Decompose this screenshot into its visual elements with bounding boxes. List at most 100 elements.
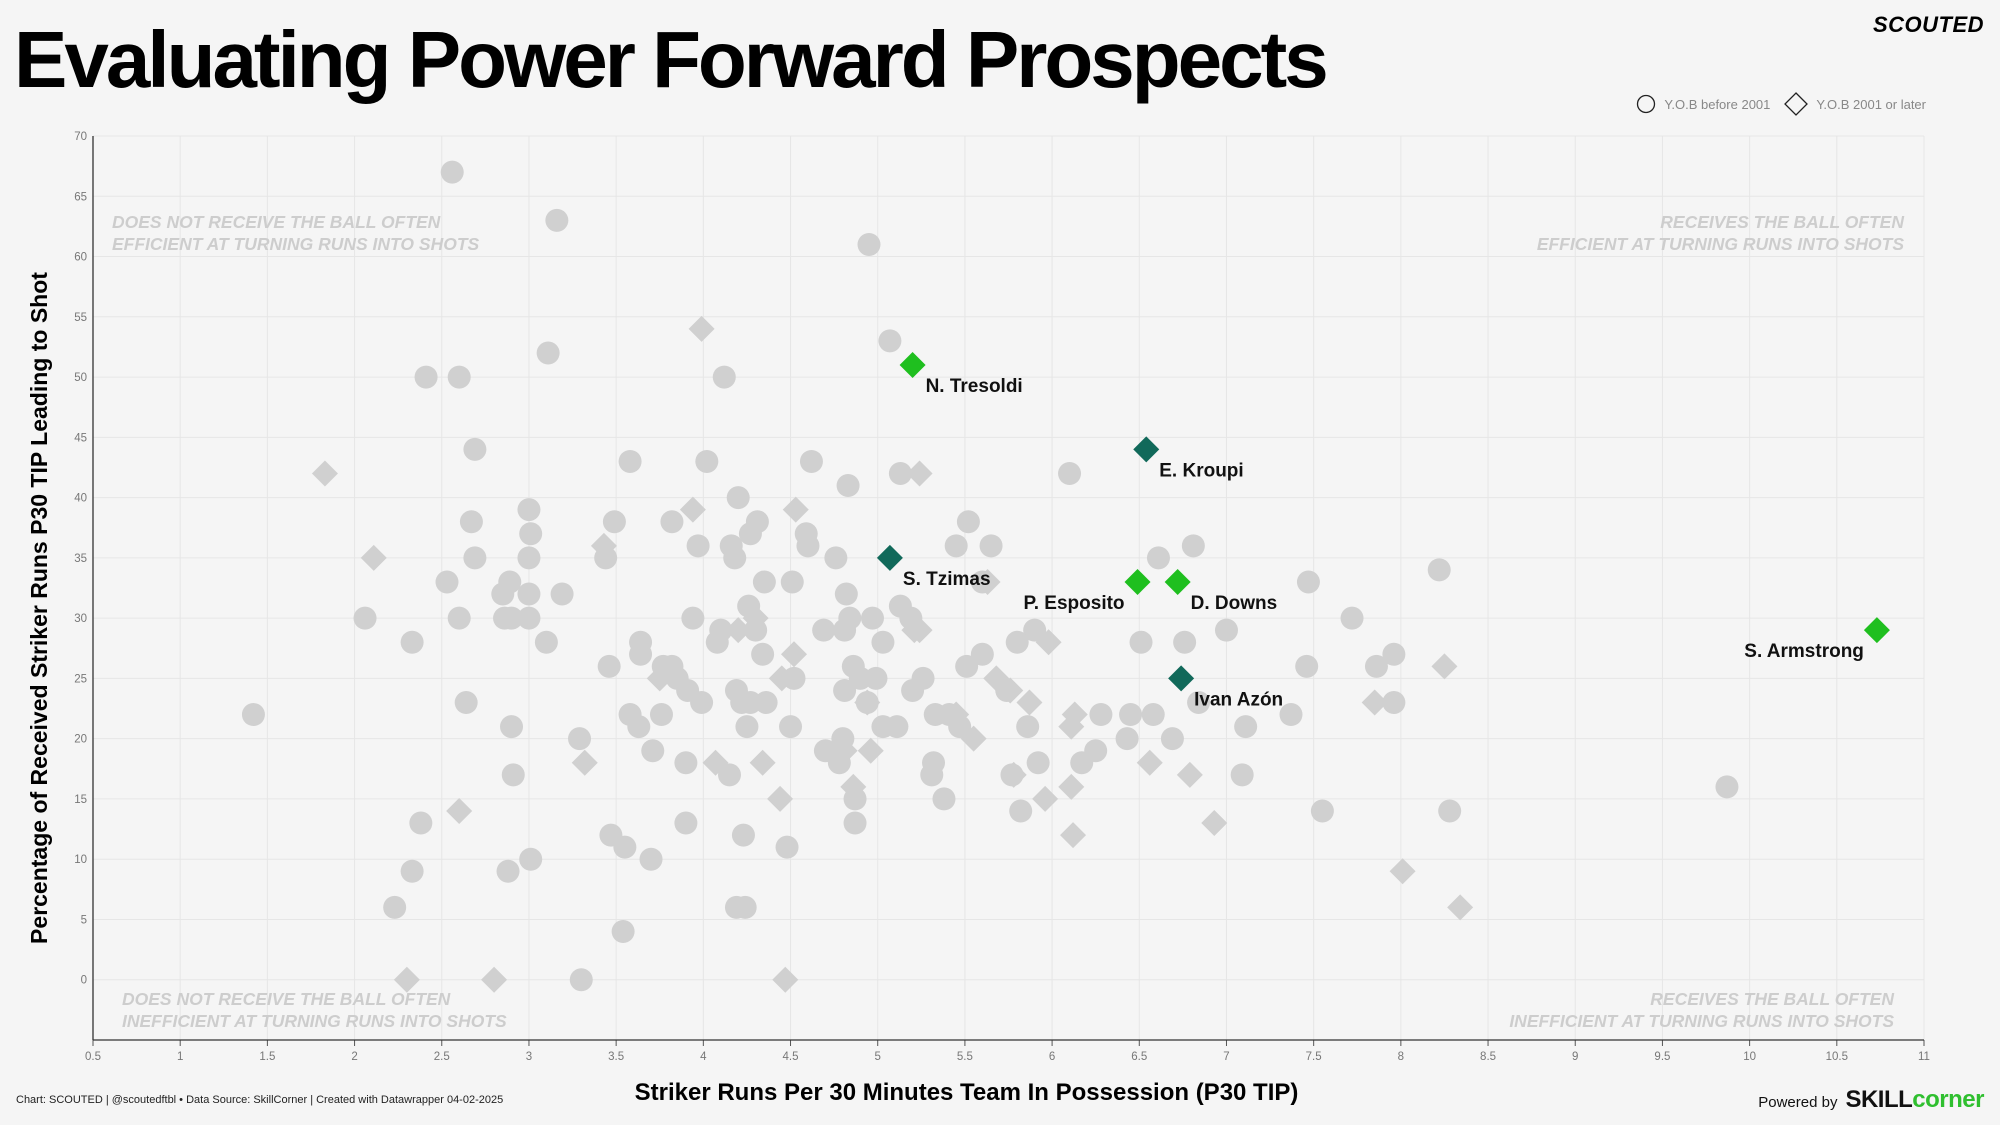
player-point-circle xyxy=(463,437,487,461)
player-point-circle xyxy=(241,703,265,727)
player-point-circle xyxy=(812,618,836,642)
skillcorner-logo-part2: corner xyxy=(1912,1086,1984,1113)
player-point-diamond xyxy=(1058,773,1085,800)
player-point-circle xyxy=(878,329,902,353)
player-point-circle xyxy=(1715,775,1739,799)
y-axis-title: Percentage of Received Striker Runs P30 … xyxy=(26,272,52,944)
quadrant-label-bottom-left: INEFFICIENT AT TURNING RUNS INTO SHOTS xyxy=(122,1011,507,1031)
player-point-diamond xyxy=(590,532,617,559)
player-point-circle xyxy=(627,715,651,739)
x-tick-label: 1.5 xyxy=(259,1051,275,1063)
player-point-diamond xyxy=(679,496,706,523)
player-point-circle xyxy=(1296,570,1320,594)
player-point-circle xyxy=(383,895,407,919)
player-point-circle xyxy=(674,751,698,775)
player-point-diamond xyxy=(1176,761,1203,788)
player-point-diamond xyxy=(1136,749,1163,776)
quadrant-label-bottom-left: DOES NOT RECEIVE THE BALL OFTEN xyxy=(122,989,451,1009)
player-point-circle xyxy=(459,510,483,534)
player-point-circle xyxy=(517,546,541,570)
player-point-circle xyxy=(738,522,762,546)
player-point-circle xyxy=(463,546,487,570)
player-point-circle xyxy=(568,727,592,751)
highlight-label: E. Kroupi xyxy=(1159,460,1243,481)
player-point-circle xyxy=(454,691,478,715)
player-point-circle xyxy=(1340,606,1364,630)
player-point-circle xyxy=(911,666,935,690)
player-point-circle xyxy=(1230,763,1254,787)
player-point-diamond xyxy=(974,568,1001,595)
player-point-circle xyxy=(613,835,637,859)
skillcorner-logo-part1: SKILL xyxy=(1845,1086,1913,1113)
player-point-diamond xyxy=(1431,653,1458,680)
player-point-diamond xyxy=(571,749,598,776)
player-point-circle xyxy=(597,654,621,678)
player-point-diamond xyxy=(854,689,881,716)
legend-diamond-label: Y.O.B 2001 or later xyxy=(1816,96,1926,112)
y-tick-label: 40 xyxy=(74,493,87,505)
player-point-circle xyxy=(639,847,663,871)
x-tick-label: 5.5 xyxy=(957,1051,973,1063)
player-point-circle xyxy=(871,630,895,654)
y-tick-label: 25 xyxy=(74,673,87,685)
player-point-diamond xyxy=(983,665,1010,692)
player-point-circle xyxy=(500,715,524,739)
player-point-circle xyxy=(681,606,705,630)
player-point-circle xyxy=(731,823,755,847)
player-point-circle xyxy=(534,630,558,654)
highlight-label: S. Tzimas xyxy=(903,569,991,590)
player-point-circle xyxy=(409,811,433,835)
player-point-circle xyxy=(775,835,799,859)
highlight-point xyxy=(876,544,903,571)
player-point-circle xyxy=(956,510,980,534)
legend-item-circle: Y.O.B before 2001 xyxy=(1636,94,1770,114)
player-point-diamond xyxy=(997,677,1024,704)
scouted-logo: SCOUTED xyxy=(1872,12,1984,37)
y-tick-label: 35 xyxy=(74,553,87,565)
player-point-diamond xyxy=(1201,810,1228,837)
player-point-circle xyxy=(491,582,515,606)
y-tick-label: 65 xyxy=(74,191,87,203)
player-point-circle xyxy=(1115,727,1139,751)
x-tick-label: 4 xyxy=(700,1051,707,1063)
player-point-circle xyxy=(353,606,377,630)
player-point-circle xyxy=(970,642,994,666)
player-point-circle xyxy=(536,341,560,365)
diamond-icon xyxy=(1784,92,1809,116)
x-tick-label: 4.5 xyxy=(783,1051,799,1063)
highlight-label: S. Armstrong xyxy=(1744,641,1864,662)
player-point-circle xyxy=(690,691,714,715)
x-tick-label: 6.5 xyxy=(1131,1051,1147,1063)
player-point-circle xyxy=(857,232,881,256)
player-point-diamond xyxy=(702,749,729,776)
player-point-diamond xyxy=(446,797,473,824)
player-point-circle xyxy=(545,208,569,232)
player-point-circle xyxy=(1382,691,1406,715)
player-point-circle xyxy=(1160,727,1184,751)
grid xyxy=(92,135,1925,1040)
player-point-circle xyxy=(400,630,424,654)
player-point-circle xyxy=(1279,703,1303,727)
player-point-circle xyxy=(733,895,757,919)
x-tick-label: 11 xyxy=(1918,1051,1930,1063)
player-point-circle xyxy=(1214,618,1238,642)
y-tick-label: 50 xyxy=(74,372,87,384)
y-tick-label: 5 xyxy=(81,914,87,926)
player-point-circle xyxy=(641,739,665,763)
x-tick-label: 9 xyxy=(1572,1051,1578,1063)
player-point-circle xyxy=(836,474,860,498)
x-tick-label: 9.5 xyxy=(1654,1051,1670,1063)
player-point-circle xyxy=(649,703,673,727)
player-point-circle xyxy=(447,606,471,630)
x-tick-label: 7.5 xyxy=(1306,1051,1322,1063)
player-point-diamond xyxy=(646,665,673,692)
player-point-diamond xyxy=(1035,629,1062,656)
x-tick-label: 6 xyxy=(1049,1051,1055,1063)
highlight-point xyxy=(1133,436,1160,463)
player-point-circle xyxy=(1146,546,1170,570)
player-point-diamond xyxy=(688,315,715,342)
player-point-circle xyxy=(1382,642,1406,666)
player-point-circle xyxy=(440,160,464,184)
x-tick-label: 8 xyxy=(1398,1051,1404,1063)
player-point-circle xyxy=(517,606,541,630)
